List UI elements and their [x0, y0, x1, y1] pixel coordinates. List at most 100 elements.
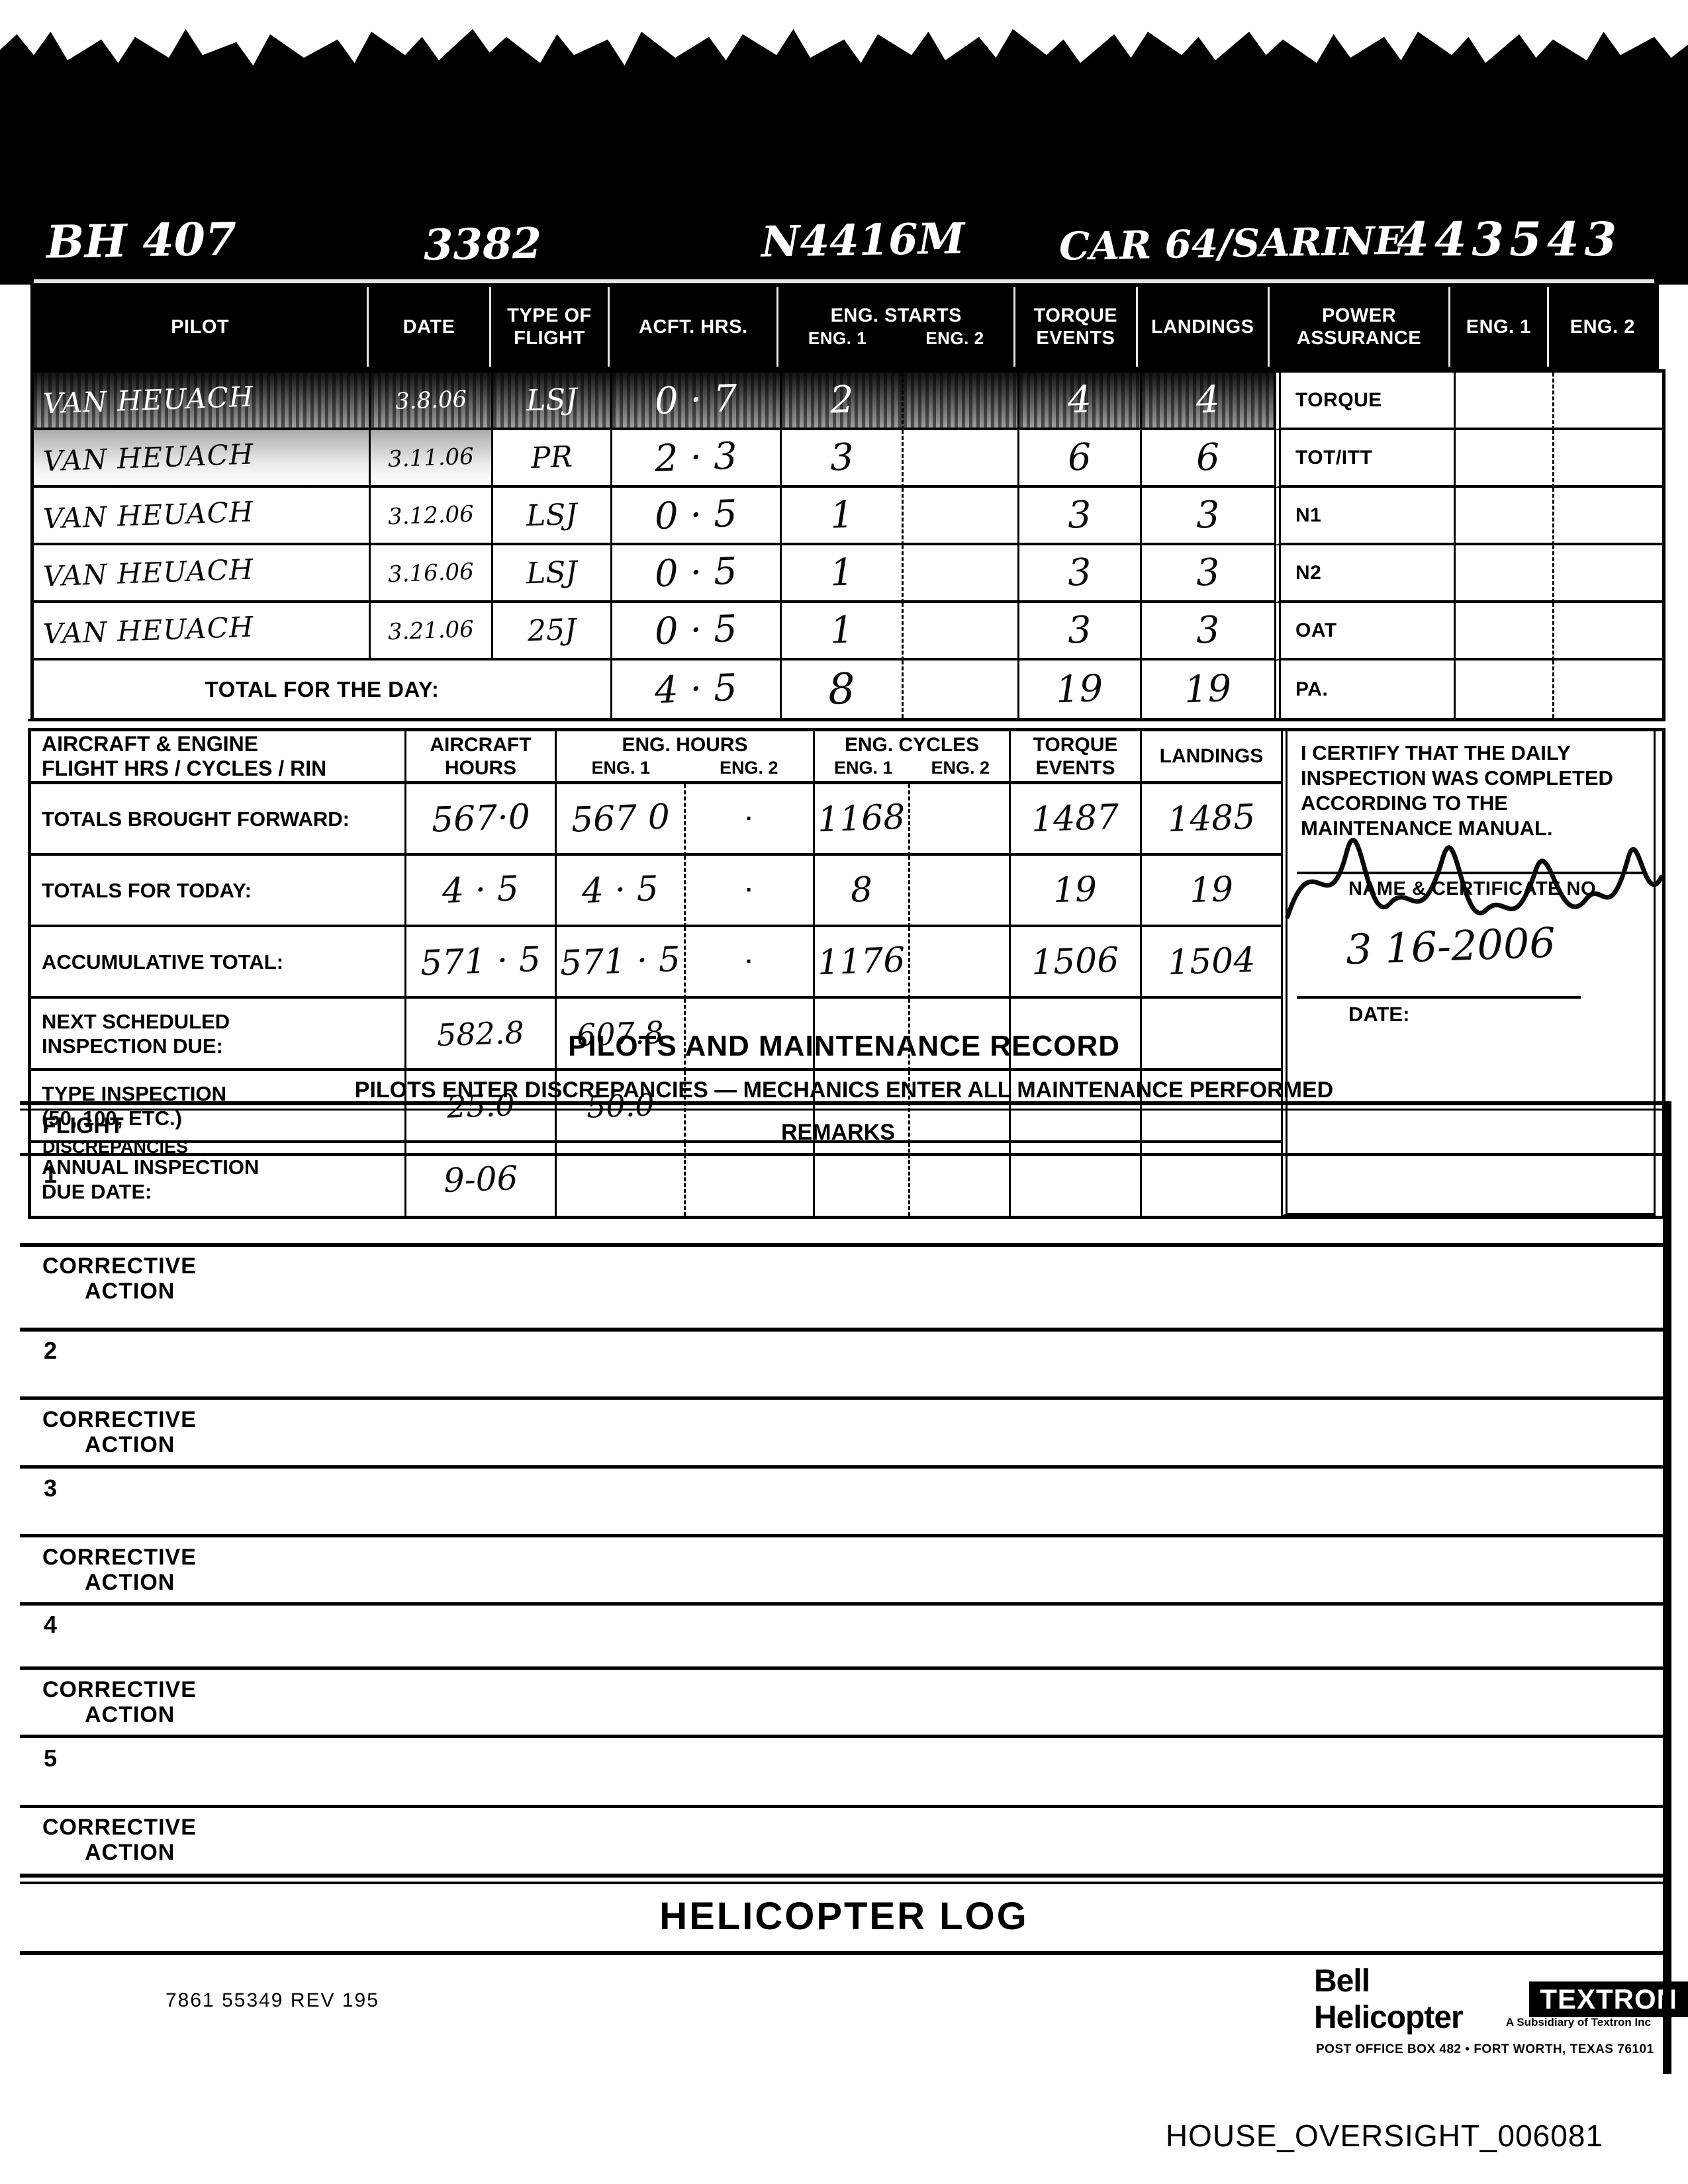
- type-cell: LSJ: [493, 545, 612, 603]
- eng2-hours-cell: ·: [686, 784, 815, 856]
- col-aircraft-engine: AIRCRAFT & ENGINE FLIGHT HRS / CYCLES / R…: [31, 731, 406, 784]
- acft-hrs-cell: 0 · 7: [612, 373, 782, 430]
- eng2-hours-cell: [686, 1071, 815, 1143]
- eng1-cycles-cell: 1168: [815, 784, 910, 856]
- torque-events-cell: 3: [1019, 545, 1142, 603]
- corrective-action-label: CORRECTIVE: [42, 1407, 197, 1432]
- torque-events-cell: 1487: [1011, 784, 1142, 856]
- rule: [20, 1534, 1668, 1537]
- landings-cell: 6: [1142, 430, 1274, 488]
- date-cell: 3.21.06: [371, 603, 493, 660]
- eng1-hours-cell: [557, 1143, 686, 1216]
- aircraft-hours-cell: 4 · 5: [406, 856, 557, 927]
- landings-cell: [1142, 1071, 1281, 1143]
- corrective-action-label2: ACTION: [85, 1840, 175, 1865]
- corrective-action-label2: ACTION: [85, 1432, 175, 1457]
- eng2-hours-cell: [686, 999, 815, 1071]
- helicopter-log-title: HELICOPTER LOG: [659, 1895, 1029, 1938]
- table-row-pilot: VAN HEUACH: [34, 603, 371, 660]
- rule: [20, 1874, 1668, 1878]
- total-eng1-starts: 8: [782, 660, 904, 718]
- aircraft-hours-cell: 571 · 5: [406, 927, 557, 999]
- eng2-cycles-cell: [910, 856, 1011, 927]
- eng1-starts-cell: 2: [782, 373, 904, 430]
- eng2-cycles-cell: [910, 927, 1011, 999]
- rule: [20, 1602, 1668, 1606]
- pa-row-label: N2: [1274, 545, 1456, 603]
- pa-eng1-cell: [1456, 603, 1554, 660]
- total-torque-events: 19: [1019, 660, 1142, 718]
- discrepancy-number: 1: [44, 1161, 58, 1188]
- col-acft-hrs: ACFT. HRS.: [610, 287, 779, 367]
- col-power-assurance: POWER ASSURANCE: [1270, 287, 1451, 367]
- type-cell: PR: [493, 430, 612, 488]
- col-landings: LANDINGS: [1138, 287, 1270, 367]
- landings-cell: 4: [1142, 373, 1274, 430]
- col-torque-events: TORQUE EVENTS: [1015, 287, 1138, 367]
- corrective-action-label2: ACTION: [85, 1702, 175, 1727]
- pa-eng2-cell: [1554, 545, 1662, 603]
- type-cell: LSJ: [493, 373, 612, 430]
- brand-logo: Bell Helicopter TEXTRON: [1314, 1963, 1688, 2036]
- pa-eng1-cell: [1456, 660, 1554, 718]
- corrective-action-label: CORRECTIVE: [42, 1545, 197, 1570]
- corrective-action-label2: ACTION: [85, 1570, 175, 1595]
- aircraft-model-handwritten: BH 407: [46, 212, 238, 269]
- eng2-cycles-cell: [910, 1143, 1011, 1216]
- eng1-cycles-cell: [815, 1143, 910, 1216]
- eng1-hours-cell: 50.0: [557, 1071, 686, 1143]
- aircraft-hours-cell: 25.0: [406, 1071, 557, 1143]
- pa-row-label: N1: [1274, 488, 1456, 545]
- discrepancy-number: 5: [44, 1745, 58, 1772]
- eng1-starts-cell: 1: [782, 488, 904, 545]
- date-cell: 3.8.06: [371, 373, 493, 430]
- date-cell: 3.16.06: [371, 545, 493, 603]
- brand-name: Bell Helicopter: [1314, 1964, 1464, 2035]
- form-number: 7861 55349 REV 195: [165, 1989, 379, 2011]
- landings-cell: 3: [1142, 603, 1274, 660]
- total-for-day-label: TOTAL FOR THE DAY:: [34, 660, 612, 718]
- eng1-hours-cell: 607.8: [557, 999, 686, 1071]
- date-cell: 3.12.06: [371, 488, 493, 545]
- rule: [20, 1328, 1668, 1332]
- total-acft-hrs: 4 · 5: [612, 660, 782, 718]
- brand-box: TEXTRON: [1529, 1981, 1688, 2017]
- eng1-hours-cell: 571 · 5: [557, 927, 686, 999]
- torque-events-cell: 4: [1019, 373, 1142, 430]
- scan-edge-bar: [1663, 1101, 1671, 2074]
- eng1-starts-cell: 1: [782, 545, 904, 603]
- col-type-of-flight: TYPE OF FLIGHT: [491, 287, 610, 367]
- aircraft-hours-cell: 582.8: [406, 999, 557, 1071]
- scan-separator-line: [34, 279, 1654, 283]
- pa-eng2-cell: [1554, 488, 1662, 545]
- discrepancy-number: 3: [44, 1475, 58, 1502]
- table-divider-rule: [28, 719, 1659, 721]
- certification-panel: I CERTIFY THAT THE DAILY INSPECTION WAS …: [1281, 731, 1664, 1216]
- registration-handwritten: N4416M: [761, 214, 966, 267]
- total-eng2-starts: [904, 660, 1019, 718]
- eng2-hours-cell: ·: [686, 927, 815, 999]
- col-landings: LANDINGS: [1142, 731, 1281, 784]
- pa-eng2-cell: [1554, 603, 1662, 660]
- scan-noise-band: BH 407 3382 N4416M CAR 64/SARINE 443543: [0, 28, 1688, 285]
- pa-eng1-cell: [1456, 488, 1554, 545]
- eng1-starts-cell: 1: [782, 603, 904, 660]
- section-title: PILOTS AND MAINTENANCE RECORD: [567, 1030, 1121, 1062]
- rule: [20, 1465, 1668, 1469]
- rule: [20, 1735, 1668, 1738]
- date-cell: 3.11.06: [371, 430, 493, 488]
- col-eng-hours: ENG. HOURS ENG. 1 ENG. 2: [557, 731, 815, 784]
- certification-text: I CERTIFY THAT THE DAILY INSPECTION WAS …: [1301, 741, 1613, 840]
- col-pa-eng2: ENG. 2: [1570, 316, 1635, 338]
- eng2-starts-cell: [904, 488, 1019, 545]
- eng2-starts-cell: [904, 430, 1019, 488]
- col-eng-cycles: ENG. CYCLES ENG. 1 ENG. 2: [815, 731, 1011, 784]
- eng2-starts-cell: [904, 373, 1019, 430]
- col-torque-events: TORQUE EVENTS: [1011, 731, 1142, 784]
- rule: [20, 1951, 1668, 1955]
- eng1-cycles-cell: 1176: [815, 927, 910, 999]
- eng1-cycles-cell: [815, 999, 910, 1071]
- acft-hrs-cell: 0 · 5: [612, 488, 782, 545]
- signature: [1285, 837, 1664, 919]
